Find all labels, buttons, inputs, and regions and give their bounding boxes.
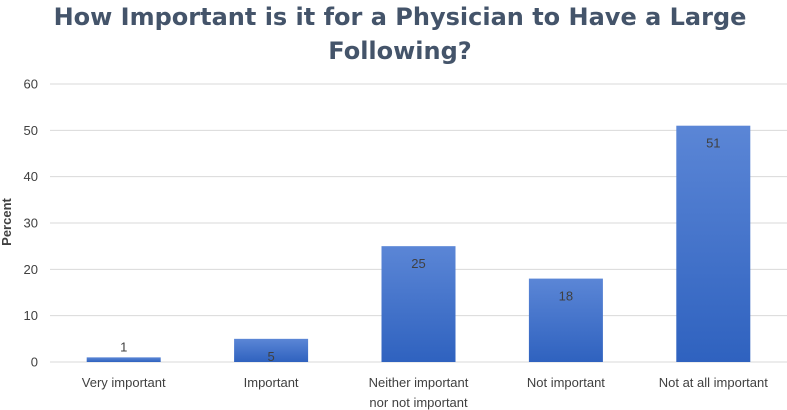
x-tick-label: Very important — [82, 375, 166, 390]
y-axis-ticks: 0 10 20 30 40 50 60 — [24, 77, 38, 370]
bar-2 — [234, 338, 309, 362]
x-tick-label: Not at all important — [659, 375, 768, 390]
data-label-5: 51 — [706, 136, 720, 151]
data-label-3: 25 — [411, 256, 425, 271]
x-axis-ticks: Very important Important Neither important… — [82, 375, 768, 410]
chart-title: How Important is it for a Physician to H… — [40, 0, 760, 68]
y-tick-label: 60 — [24, 77, 38, 92]
bar-5 — [676, 125, 751, 362]
y-tick-label: 50 — [24, 123, 38, 138]
data-labels: 1 5 25 18 51 — [120, 136, 720, 364]
bars — [86, 125, 751, 362]
y-tick-label: 30 — [24, 216, 38, 231]
chart-title-line-2: Following? — [328, 37, 472, 65]
y-tick-label: 0 — [31, 355, 38, 370]
bar-4 — [528, 278, 603, 362]
chart-title-line-1: How Important is it for a Physician to H… — [53, 3, 747, 31]
x-tick-label: nor not important — [369, 395, 468, 410]
data-label-2: 5 — [267, 349, 274, 364]
bar-1 — [86, 357, 161, 362]
y-tick-label: 20 — [24, 262, 38, 277]
y-axis-label: Percent — [0, 197, 14, 245]
data-label-1: 1 — [120, 339, 127, 354]
y-tick-label: 40 — [24, 169, 38, 184]
data-label-4: 18 — [559, 289, 573, 304]
y-tick-label: 10 — [24, 308, 38, 323]
x-tick-label: Not important — [527, 375, 605, 390]
x-tick-label: Important — [244, 375, 299, 390]
bar-3 — [381, 246, 456, 362]
x-tick-label: Neither important — [369, 375, 469, 390]
